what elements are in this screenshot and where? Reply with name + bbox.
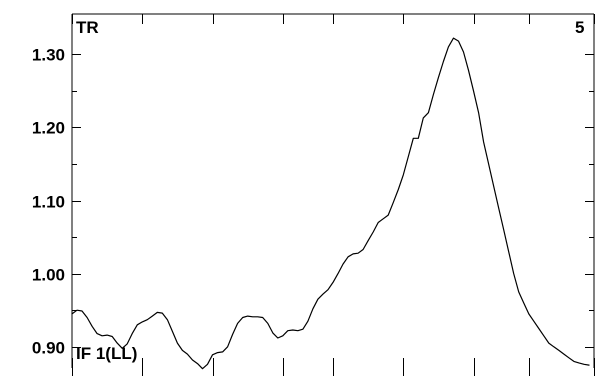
y-tick-label: 1.00 <box>32 266 65 285</box>
corner-label-top-left: TR <box>76 18 99 37</box>
series-layer <box>71 37 590 370</box>
series-line-0 <box>71 37 590 370</box>
axis-tick-labels: 0.90 1.00 1.10 1.20 1.30 <box>32 46 65 358</box>
y-tick-label: 1.10 <box>32 193 65 212</box>
corner-label-bottom-left: IF 1(LL) <box>76 344 137 363</box>
y-tick-label: 1.20 <box>32 119 65 138</box>
axis-ticks <box>72 14 595 376</box>
chart-frame <box>71 13 595 368</box>
y-tick-label: 0.90 <box>32 339 65 358</box>
y-tick-label: 1.30 <box>32 46 65 65</box>
corner-label-top-right: 5 <box>575 18 584 37</box>
